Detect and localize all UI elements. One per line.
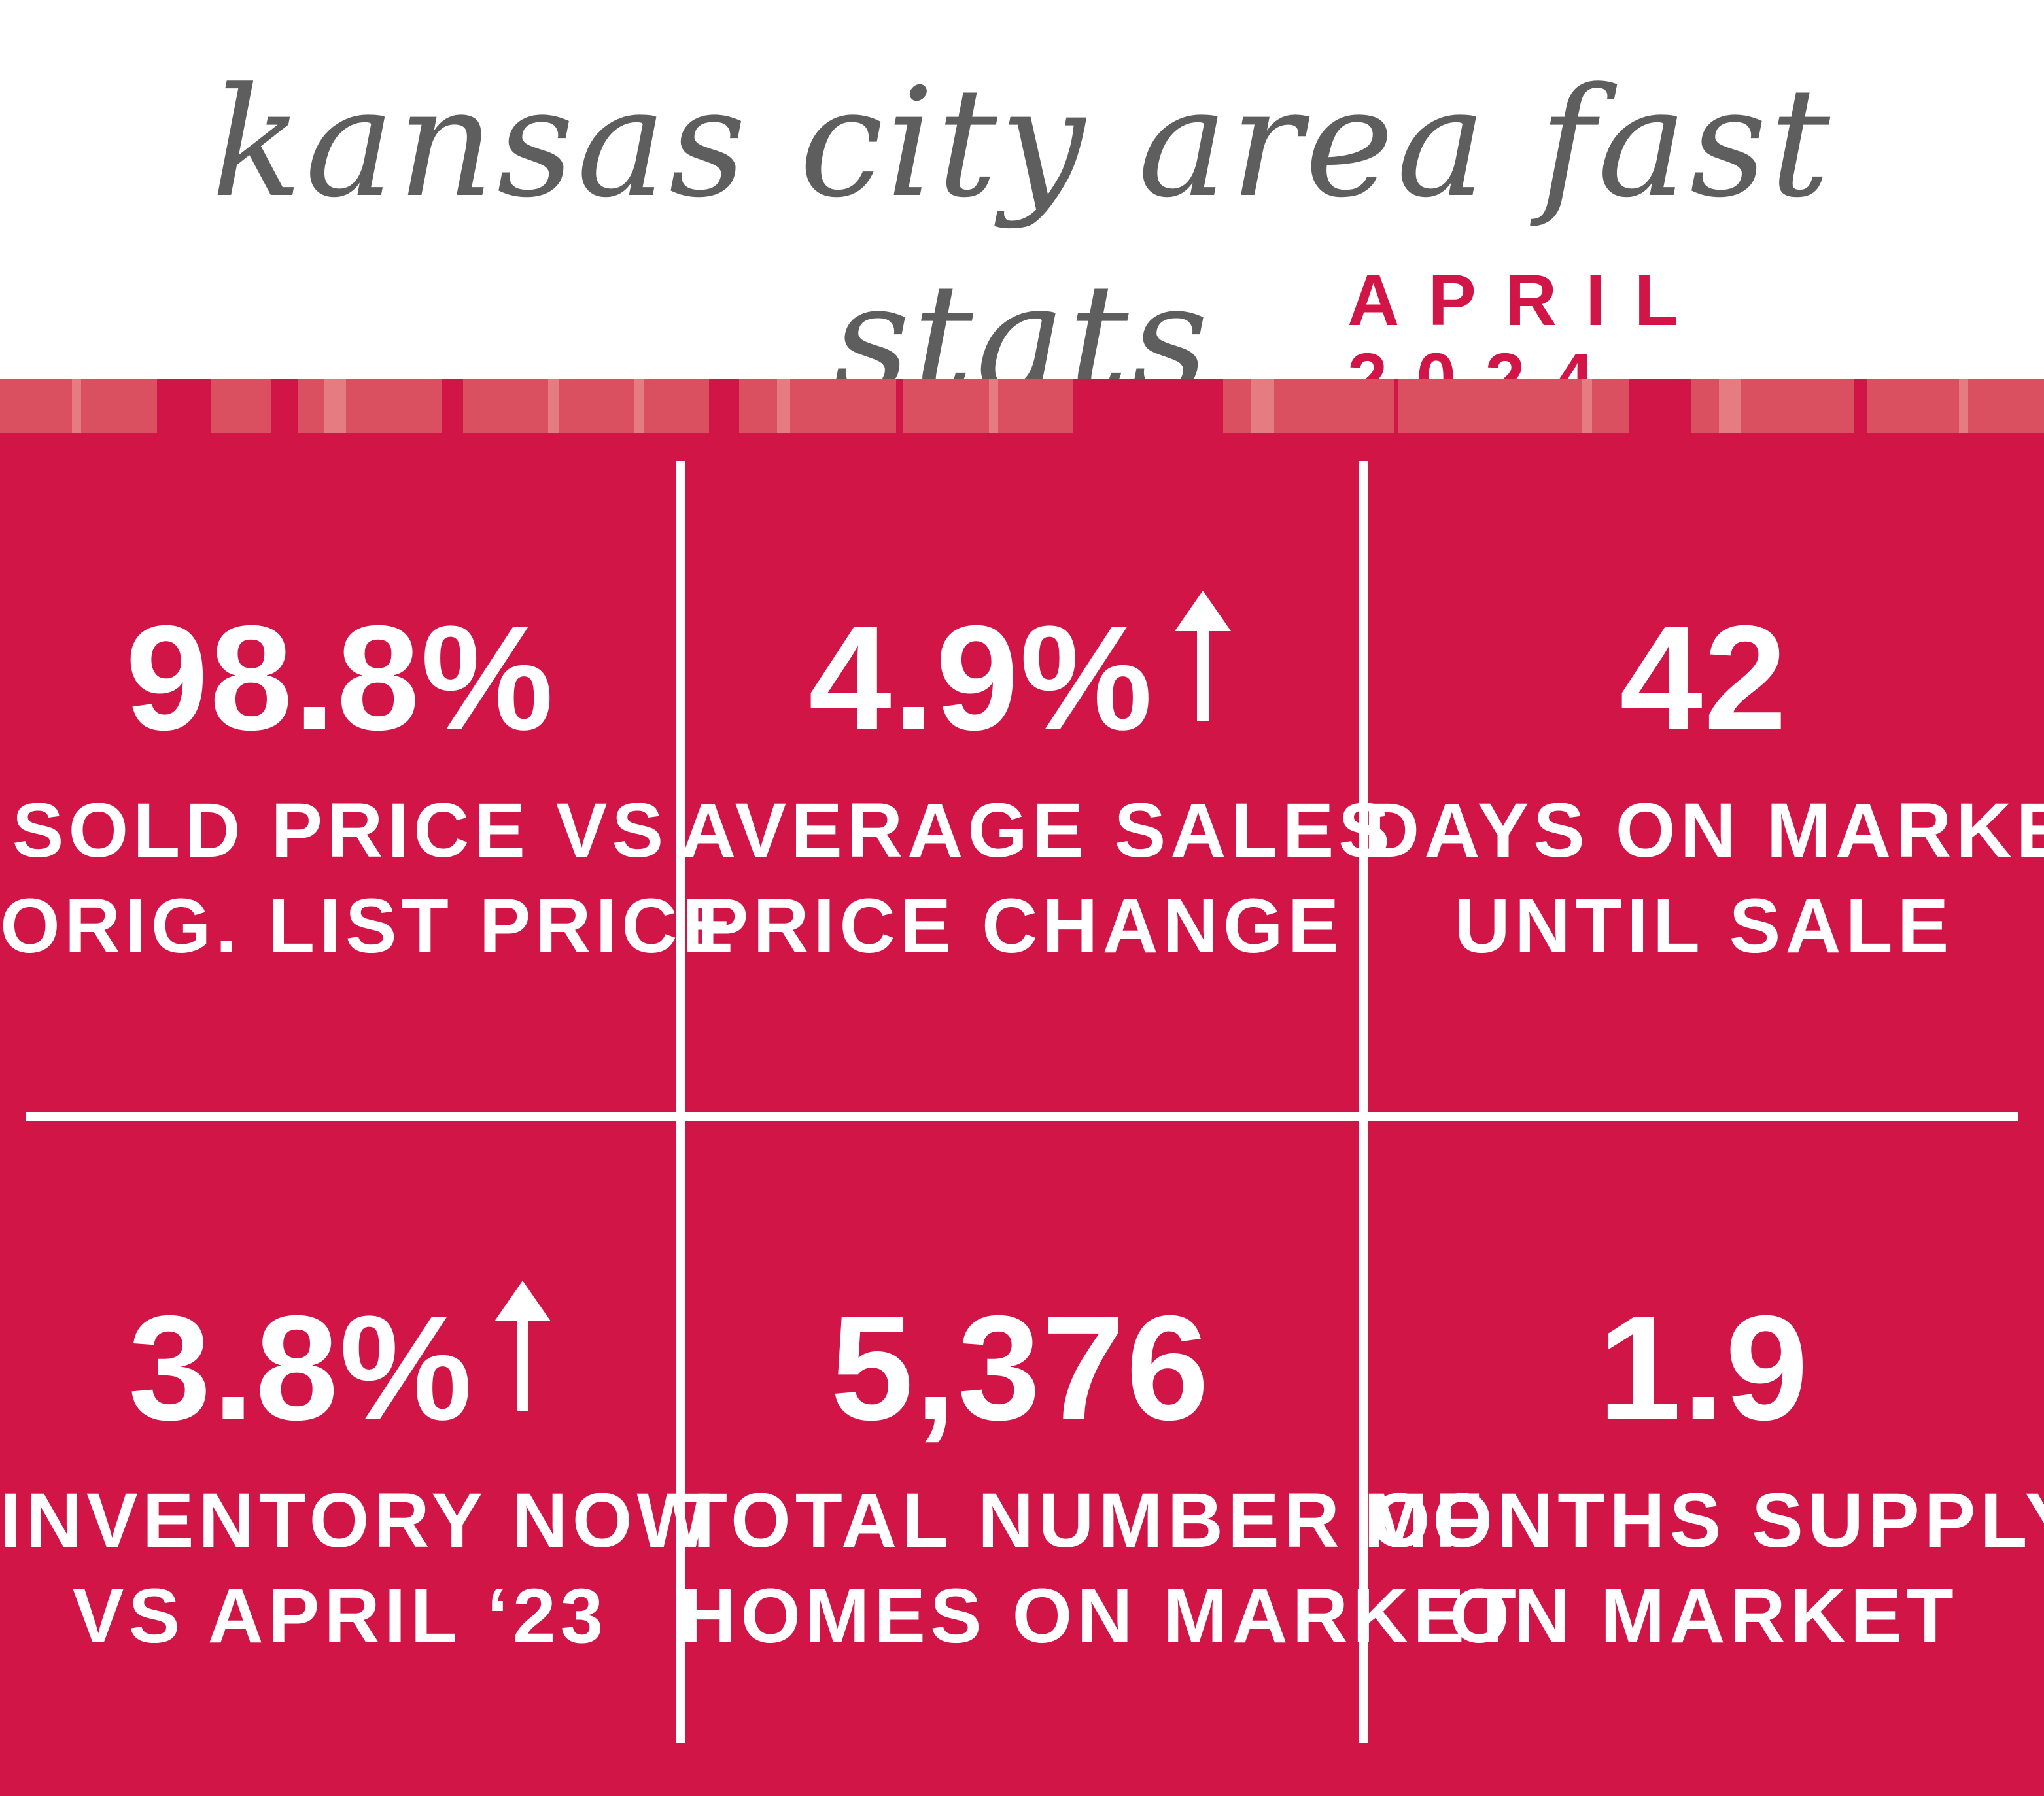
stripe-highlight	[634, 379, 644, 433]
stat-label-line1: SOLD PRICE VS	[12, 787, 668, 874]
stat-value: 3.8%	[128, 1285, 474, 1451]
stripe-highlight	[548, 379, 559, 433]
stripe-segment	[739, 379, 896, 433]
stat-card-sold-price-ratio: 98.8% SOLD PRICE VS ORIG. LIST PRICE	[0, 595, 738, 974]
stripe-segment	[903, 379, 1073, 433]
stripe-highlight	[1582, 379, 1592, 433]
stat-card-months-supply: 1.9 MONTHS SUPPLY ON MARKET	[1364, 1290, 2044, 1664]
header: kansas city area fast stats APRIL 2024	[0, 0, 2044, 427]
page-title: kansas city area fast stats	[211, 56, 1833, 427]
stat-card-inventory-change: 3.8% INVENTORY NOW VS APRIL ‘23	[0, 1281, 714, 1664]
stripe-segment	[298, 379, 442, 433]
stat-value: 4.9%	[808, 595, 1154, 761]
up-arrow-icon	[493, 1281, 552, 1439]
stat-label-line1: TOTAL NUMBER OF	[680, 1477, 1487, 1564]
stripe-highlight	[777, 379, 790, 433]
grid-divider-horizontal	[26, 1112, 2018, 1121]
decorative-stripe-band	[0, 379, 2044, 433]
stat-value-row: 3.8%	[0, 1281, 680, 1447]
stripe-highlight	[989, 379, 998, 433]
stat-value: 42	[1620, 595, 1788, 761]
stripe-highlight	[1719, 379, 1741, 433]
stats-panel: 98.8% SOLD PRICE VS ORIG. LIST PRICE 4.9…	[0, 433, 2044, 1796]
stat-label-line1: DAYS ON MARKET	[1364, 787, 2044, 874]
stat-label-line1: MONTHS SUPPLY	[1364, 1477, 2044, 1564]
stat-label-line2: PRICE CHANGE	[697, 883, 1344, 969]
stripe-segment	[1223, 379, 1394, 433]
stat-label-line2: VS APRIL ‘23	[72, 1573, 608, 1659]
stat-value: 1.9	[1598, 1285, 1810, 1451]
stat-card-average-sales-price-change: 4.9% AVERAGE SALES PRICE CHANGE	[680, 591, 1394, 974]
stripe-segment	[463, 379, 709, 433]
grid-divider-vertical	[676, 461, 685, 1743]
stripe-segment	[1398, 379, 1629, 433]
up-arrow-icon	[1173, 591, 1232, 749]
stripe-highlight	[72, 379, 81, 433]
stat-label-line1: INVENTORY NOW	[0, 1477, 714, 1564]
stat-label-line1: AVERAGE SALES	[680, 787, 1394, 874]
stripe-segment	[211, 379, 271, 433]
stat-label-line2: HOMES ON MARKET	[680, 1573, 1521, 1659]
stripe-segment	[1691, 379, 1854, 433]
stat-label-line2: ON MARKET	[1449, 1573, 1958, 1659]
stripe-highlight	[1251, 379, 1274, 433]
stat-card-total-homes: 5,376 TOTAL NUMBER OF HOMES ON MARKET	[680, 1285, 1521, 1664]
stripe-highlight	[324, 379, 346, 433]
stat-card-days-on-market: 42 DAYS ON MARKET UNTIL SALE	[1364, 600, 2044, 974]
stat-label-line2: ORIG. LIST PRICE	[0, 883, 738, 969]
stripe-highlight	[1959, 379, 1968, 433]
stat-value-row: 4.9%	[680, 591, 1360, 757]
grid-divider-vertical	[1359, 461, 1368, 1743]
stat-value: 5,376	[830, 1285, 1211, 1451]
stat-label-line2: UNTIL SALE	[1454, 883, 1954, 969]
stripe-segment	[1867, 379, 2044, 433]
stat-value: 98.8%	[125, 595, 555, 761]
